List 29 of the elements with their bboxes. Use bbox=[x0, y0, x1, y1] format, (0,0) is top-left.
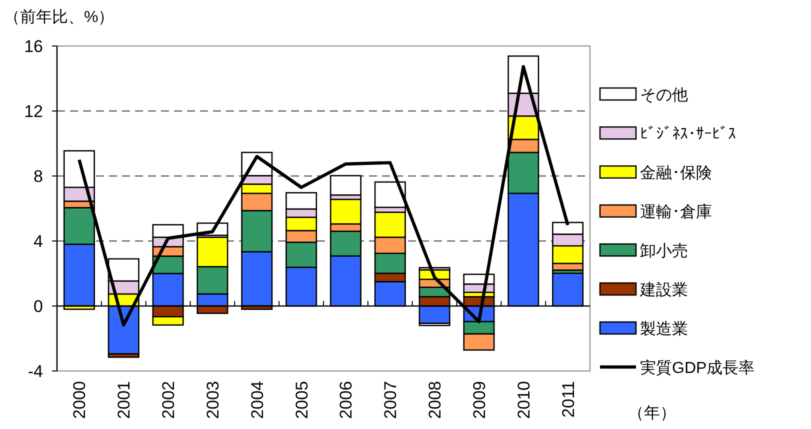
y-tick-label: 4 bbox=[34, 232, 43, 251]
x-tick-label: 2010 bbox=[514, 381, 534, 419]
x-tick-label: 2008 bbox=[426, 381, 445, 419]
legend-label: 卸小売 bbox=[640, 242, 688, 260]
y-tick-label: -4 bbox=[28, 362, 43, 381]
legend-label: ﾋﾞｼﾞﾈｽ･ｻｰﾋﾞｽ bbox=[640, 125, 736, 143]
y-tick-label: 16 bbox=[24, 37, 43, 56]
x-tick-label: 2001 bbox=[114, 381, 134, 419]
legend-label: 実質GDP成長率 bbox=[640, 359, 755, 377]
y-tick-label: 8 bbox=[34, 167, 43, 186]
x-tick-label: 2004 bbox=[248, 381, 267, 419]
x-tick-label: 2002 bbox=[159, 381, 178, 419]
legend-label: 運輸･倉庫 bbox=[640, 203, 712, 221]
legend-label: 製造業 bbox=[640, 320, 688, 338]
x-tick-label: 2003 bbox=[203, 381, 222, 419]
x-tick-label: 2007 bbox=[381, 381, 400, 419]
bar bbox=[330, 175, 362, 196]
legend-label: 金融･保険 bbox=[640, 164, 712, 182]
x-tick-label: 2011 bbox=[558, 381, 578, 418]
x-axis-title: （年） bbox=[628, 405, 676, 422]
x-tick-label: 2006 bbox=[336, 381, 356, 419]
y-tick-label: 0 bbox=[34, 297, 43, 316]
y-tick-label: 12 bbox=[24, 102, 43, 121]
legend-label: 建設業 bbox=[639, 281, 688, 299]
x-tick-label: 2009 bbox=[470, 381, 489, 419]
legend-label: その他 bbox=[640, 87, 688, 104]
x-tick-label: 2005 bbox=[292, 381, 312, 419]
x-tick-label: 2000 bbox=[70, 381, 90, 419]
y-axis-title: （前年比、%） bbox=[4, 8, 114, 26]
